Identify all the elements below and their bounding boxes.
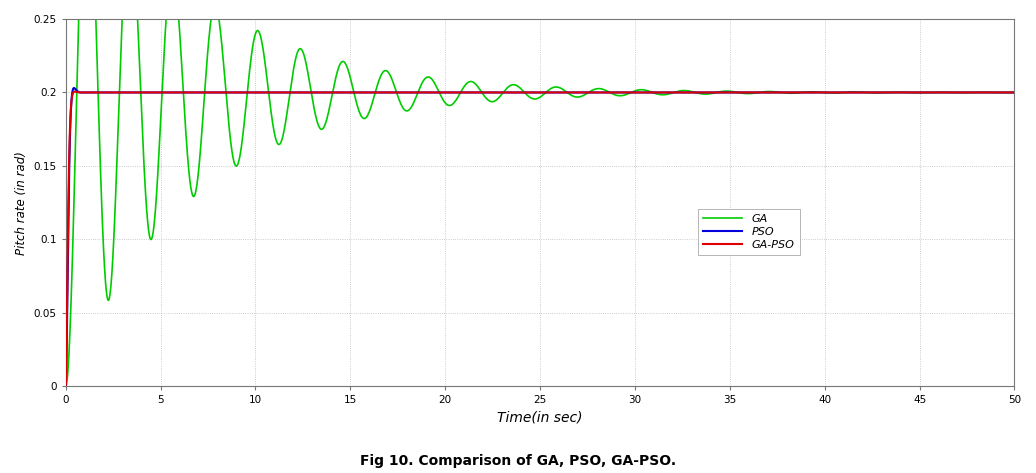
PSO xyxy=(64,133,77,139)
PSO xyxy=(246,89,258,95)
GA-PSO xyxy=(523,89,536,95)
GA-PSO xyxy=(98,89,111,95)
GA xyxy=(958,90,971,96)
PSO xyxy=(116,89,128,95)
PSO xyxy=(523,89,536,95)
Line: GA: GA xyxy=(65,0,1014,386)
GA xyxy=(59,384,71,389)
GA xyxy=(98,273,111,279)
GA-PSO xyxy=(246,89,258,95)
PSO xyxy=(958,89,971,95)
GA-PSO xyxy=(68,89,81,95)
GA xyxy=(64,328,77,334)
GA-PSO xyxy=(958,89,971,95)
Line: GA-PSO: GA-PSO xyxy=(65,92,1014,386)
PSO xyxy=(1008,89,1020,95)
GA xyxy=(116,7,128,12)
GA xyxy=(523,94,536,100)
Line: PSO: PSO xyxy=(65,88,1014,386)
PSO xyxy=(67,85,80,91)
GA-PSO xyxy=(116,89,128,95)
GA-PSO xyxy=(1008,89,1020,95)
GA-PSO xyxy=(64,125,77,131)
Legend: GA, PSO, GA-PSO: GA, PSO, GA-PSO xyxy=(698,209,800,255)
PSO xyxy=(98,89,111,95)
GA-PSO xyxy=(59,384,71,389)
GA xyxy=(246,50,258,56)
PSO xyxy=(59,384,71,389)
X-axis label: Time(in sec): Time(in sec) xyxy=(497,411,583,425)
Text: Fig 10. Comparison of GA, PSO, GA-PSO.: Fig 10. Comparison of GA, PSO, GA-PSO. xyxy=(359,454,677,468)
Y-axis label: Pitch rate (in rad): Pitch rate (in rad) xyxy=(15,151,28,254)
GA xyxy=(1008,89,1020,95)
